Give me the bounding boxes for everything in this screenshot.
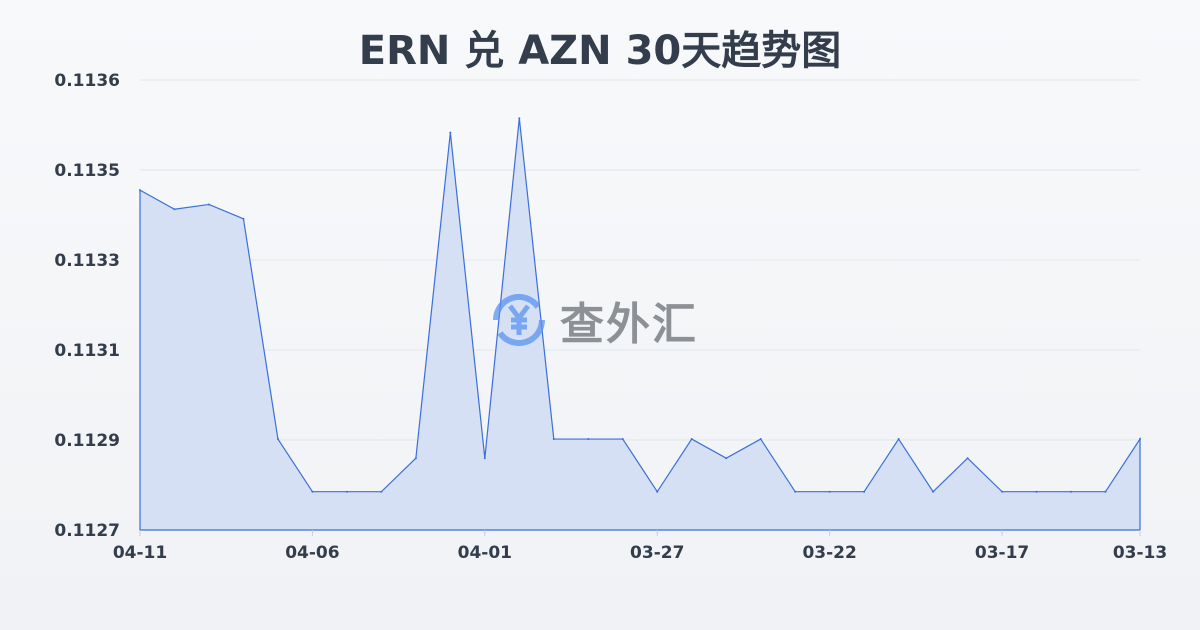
data-point [587, 438, 590, 441]
data-point [139, 189, 141, 192]
data-point [345, 490, 348, 493]
y-tick-label: 0.1127 [54, 521, 120, 541]
data-point [863, 490, 866, 493]
data-point [656, 490, 659, 493]
data-point [552, 438, 555, 441]
data-point [1139, 438, 1141, 441]
data-point [794, 490, 797, 493]
chart-title: ERN 兑 AZN 30天趋势图 [358, 28, 842, 74]
x-tick-label: 03-22 [802, 543, 856, 563]
data-point [621, 438, 624, 441]
x-tick-label: 04-06 [285, 543, 339, 563]
data-point [518, 117, 521, 120]
y-tick-label: 0.1133 [54, 251, 120, 271]
x-tick-label: 04-01 [458, 543, 512, 563]
data-point [242, 217, 245, 220]
x-tick-label: 03-13 [1113, 543, 1167, 563]
data-point [725, 457, 728, 460]
y-tick-label: 0.1129 [54, 431, 120, 451]
watermark-text: 查外汇 [560, 299, 698, 350]
data-point [759, 438, 762, 441]
data-point [966, 457, 969, 460]
data-point [207, 203, 210, 206]
data-point [311, 490, 314, 493]
yen-exchange-icon [492, 293, 546, 347]
data-point [1035, 490, 1038, 493]
data-point [483, 457, 486, 460]
x-tick-label: 04-11 [113, 543, 167, 563]
data-point [932, 490, 935, 493]
data-point [828, 490, 831, 493]
data-point [414, 457, 417, 460]
data-point [173, 208, 176, 211]
data-point [1070, 490, 1073, 493]
data-point [897, 438, 900, 441]
data-point [449, 131, 452, 134]
watermark: 查外汇 [488, 288, 698, 352]
data-point [380, 490, 383, 493]
y-tick-label: 0.1136 [54, 71, 120, 91]
x-tick-label: 03-27 [630, 543, 684, 563]
data-point [276, 438, 279, 441]
data-point [1001, 490, 1004, 493]
data-point [1104, 490, 1107, 493]
area-fill [140, 118, 1140, 530]
data-point [690, 438, 693, 441]
y-tick-label: 0.1135 [54, 161, 120, 181]
x-tick-label: 03-17 [975, 543, 1029, 563]
y-tick-label: 0.1131 [54, 341, 120, 361]
